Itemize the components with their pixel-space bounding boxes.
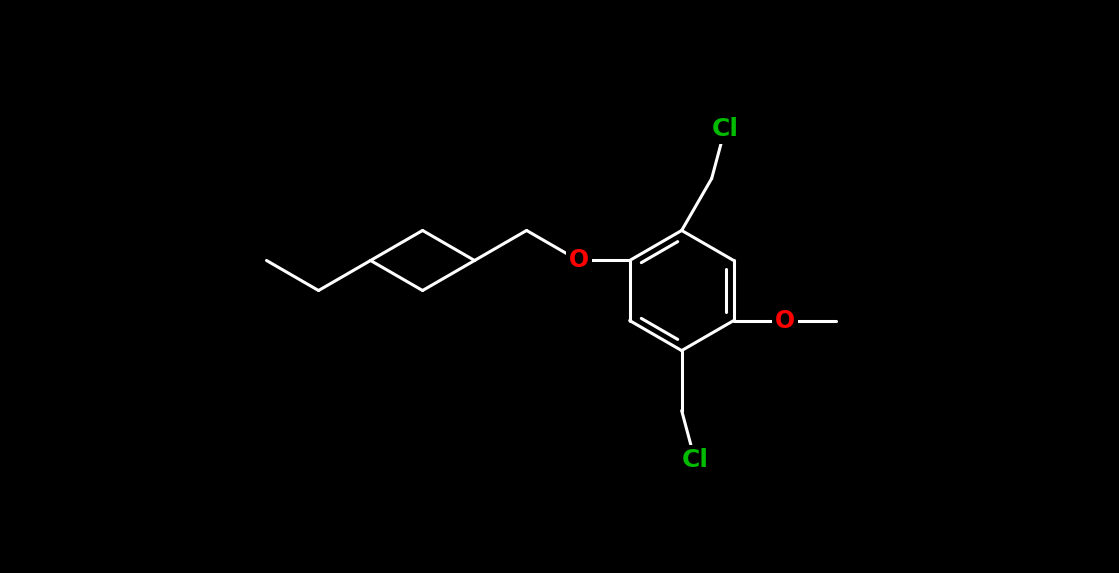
Text: Cl: Cl xyxy=(712,117,739,141)
Text: Cl: Cl xyxy=(681,448,708,472)
Text: O: O xyxy=(568,249,589,273)
Text: O: O xyxy=(774,308,794,332)
